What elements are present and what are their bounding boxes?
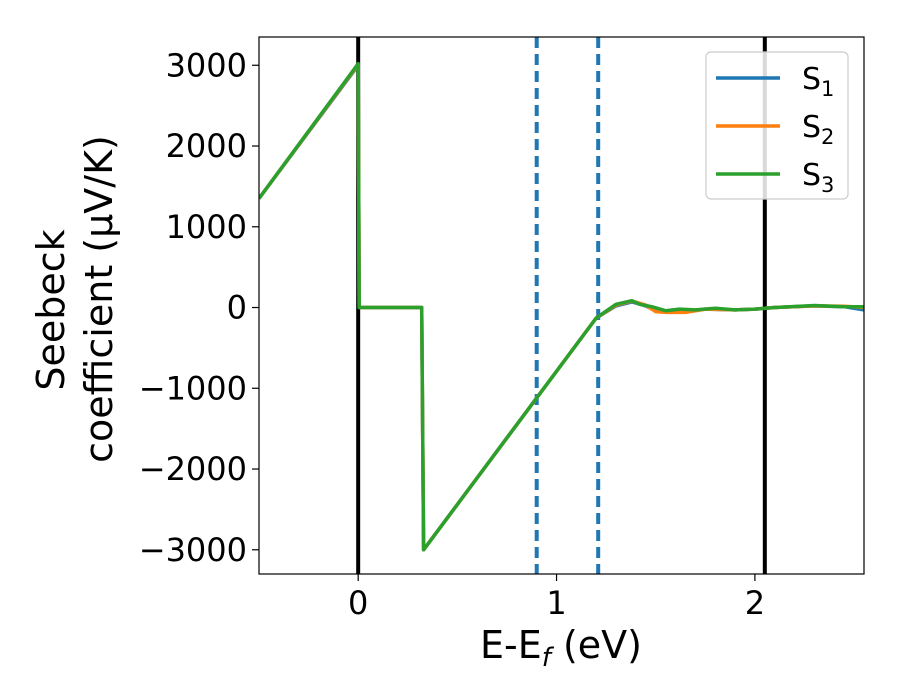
y-tick-label: 3000	[166, 46, 247, 84]
y-axis-ticks: −3000 −2000 −1000 0 1000 2000 3000	[139, 46, 259, 569]
series-lines	[259, 61, 864, 552]
x-tick-label: 2	[745, 584, 765, 622]
series-line-s3	[259, 61, 864, 552]
legend-label-s1: S1	[802, 62, 834, 101]
y-tick-label: −3000	[139, 531, 247, 569]
y-tick-label: 2000	[166, 127, 247, 165]
y-axis-label: Seebeck coefficient (μV/K)	[29, 135, 121, 463]
y-tick-label: −1000	[139, 369, 247, 407]
y-axis-label-line1: Seebeck	[29, 229, 73, 390]
y-tick-label: 1000	[166, 208, 247, 246]
legend: S1 S2 S3	[705, 51, 849, 200]
x-tick-label: 0	[348, 584, 368, 622]
legend-label-s2: S2	[802, 110, 834, 149]
legend-label-s3: S3	[802, 158, 834, 197]
vertical-reference-lines	[356, 37, 767, 574]
y-axis-label-line2: coefficient (μV/K)	[77, 135, 121, 463]
y-tick-label: 0	[227, 289, 247, 327]
plot-frame	[258, 36, 865, 575]
x-tick-label: 1	[546, 584, 566, 622]
y-tick-label: −2000	[139, 450, 247, 488]
x-axis-label: E-Ef (eV)	[480, 623, 642, 673]
x-axis-ticks: 0 1 2	[348, 574, 765, 622]
